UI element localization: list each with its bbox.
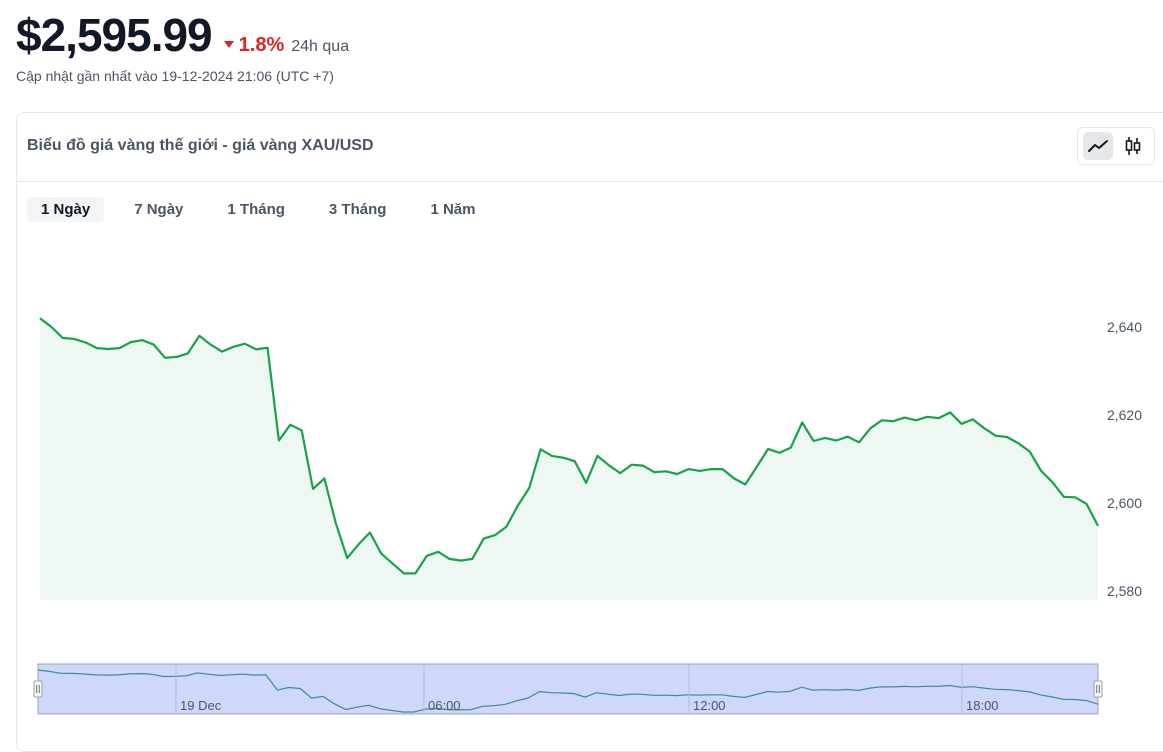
chart-type-toggle — [1077, 127, 1155, 165]
navigator-handle-right-grip — [1093, 680, 1103, 698]
line-chart-button[interactable] — [1083, 132, 1113, 160]
tab-1-year[interactable]: 1 Năm — [430, 201, 476, 218]
navigator-handle-left-grip — [33, 680, 43, 698]
range-tabs: 1 Ngày 7 Ngày 1 Tháng 3 Tháng 1 Năm — [27, 197, 505, 222]
price-area — [40, 318, 1098, 600]
chart-card: Biểu đồ giá vàng thế giới - giá vàng XAU… — [16, 112, 1163, 752]
tab-3-months[interactable]: 3 Tháng — [328, 201, 387, 218]
navigator-handle-right[interactable] — [1093, 680, 1103, 698]
y-tick-label-0: 2,580 — [1107, 583, 1142, 599]
y-tick-label-3: 2,640 — [1107, 319, 1142, 335]
tab-7-days[interactable]: 7 Ngày — [134, 201, 184, 218]
candlestick-icon — [1125, 137, 1141, 155]
navigator-window — [37, 663, 1099, 715]
navigator-label-1: 06:00 — [428, 698, 461, 713]
tab-1-month[interactable]: 1 Tháng — [227, 201, 285, 218]
candlestick-button[interactable] — [1118, 132, 1148, 160]
current-price: $2,595.99 — [16, 9, 213, 61]
change-period: 24h qua — [291, 38, 350, 55]
navigator-label-0: 19 Dec — [180, 698, 222, 713]
y-tick-label-1: 2,600 — [1107, 495, 1142, 511]
y-tick-label-2: 2,620 — [1107, 407, 1142, 423]
caret-down-icon — [223, 41, 234, 48]
price-line — [39, 317, 1099, 575]
chart-title: Biểu đồ giá vàng thế giới - giá vàng XAU… — [27, 137, 374, 154]
price-chart: 2,580 2,600 2,620 2,640 19 Dec 06:00 12:00 18:0… — [33, 317, 1142, 715]
navigator-handle-left[interactable] — [33, 680, 43, 698]
line-chart-icon — [1088, 140, 1108, 152]
price-header: $2,595.99 1.8% 24h qua — [16, 8, 349, 62]
navigator-label-2: 12:00 — [693, 698, 726, 713]
last-updated: Cập nhật gần nhất vào 19-12-2024 21:06 (… — [16, 68, 334, 84]
navigator-label-3: 18:00 — [966, 698, 999, 713]
card-divider — [17, 181, 1163, 182]
navigator-line — [37, 669, 1099, 713]
change-percent: 1.8% — [238, 34, 285, 56]
tab-1-day[interactable]: 1 Ngày — [27, 197, 105, 222]
price-change: 1.8% 24h qua — [223, 34, 350, 57]
